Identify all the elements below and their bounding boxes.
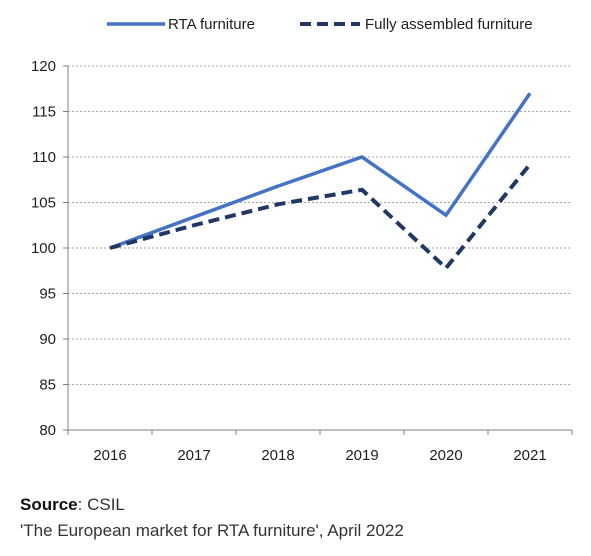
axes: 80 85 90 95 100 105 110 115 120 2016 2017 2018 2019 2… — [31, 58, 573, 464]
series-line-1 — [109, 92, 532, 250]
y-tick-label: 85 — [39, 377, 56, 394]
x-tick-label: 2017 — [177, 447, 210, 464]
y-tick-label: 105 — [31, 195, 56, 212]
y-tick-label: 120 — [31, 58, 56, 75]
source-value: : CSIL — [77, 495, 125, 514]
source-citation: 'The European market for RTA furniture',… — [20, 521, 404, 540]
x-tick-label: 2018 — [261, 447, 294, 464]
x-tick-label: 2016 — [93, 447, 126, 464]
series-lines — [109, 92, 532, 271]
x-tick-label: 2019 — [345, 447, 378, 464]
x-tick-label: 2021 — [513, 447, 546, 464]
gridlines — [68, 65, 572, 385]
y-tick-label: 110 — [32, 149, 56, 166]
series-line-2 — [109, 163, 532, 271]
y-tick-label: 100 — [31, 240, 56, 257]
legend: RTA furniture Fully assembled furniture — [107, 16, 533, 33]
y-tick-label: 90 — [39, 331, 56, 348]
source-line: Source: CSIL — [20, 492, 404, 518]
y-tick-label: 115 — [32, 104, 56, 121]
source-label: Source — [20, 495, 78, 514]
source-note: Source: CSIL 'The European market for RT… — [20, 492, 404, 544]
legend-label-2: Fully assembled furniture — [365, 16, 533, 33]
line-chart: RTA furniture Fully assembled furniture 8… — [31, 16, 573, 464]
legend-label-1: RTA furniture — [168, 16, 255, 33]
x-tick-label: 2020 — [429, 447, 462, 464]
y-tick-label: 95 — [39, 286, 56, 303]
y-tick-label: 80 — [39, 422, 56, 439]
